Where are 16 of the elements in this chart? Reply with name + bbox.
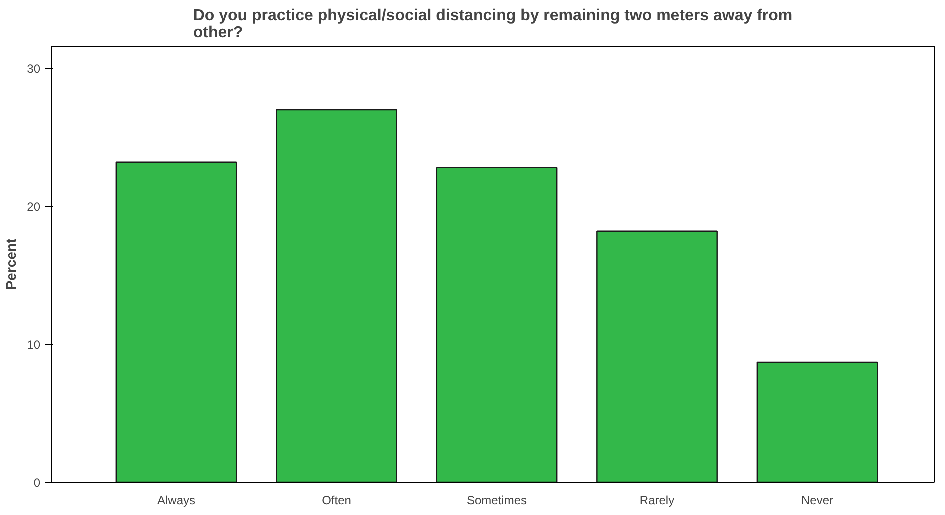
y-tick-label: 30 <box>27 62 41 76</box>
bar <box>276 109 398 482</box>
y-tick-label: 10 <box>27 338 41 352</box>
x-tick-label: Never <box>802 494 834 508</box>
x-tick-label: Sometimes <box>467 494 528 508</box>
bar <box>116 162 238 482</box>
x-tick-label: Always <box>157 494 196 508</box>
bar <box>436 167 558 482</box>
x-tick-label: Rarely <box>640 494 675 508</box>
bar <box>756 362 878 482</box>
bar <box>596 230 718 482</box>
x-tick-label: Often <box>322 494 352 508</box>
chart-title: Do you practice physical/social distancing by remaining two meters away from other? <box>193 8 793 42</box>
y-tick-label: 0 <box>34 476 41 490</box>
y-axis-title: Percent <box>3 238 20 290</box>
y-tick-label: 20 <box>27 200 41 214</box>
